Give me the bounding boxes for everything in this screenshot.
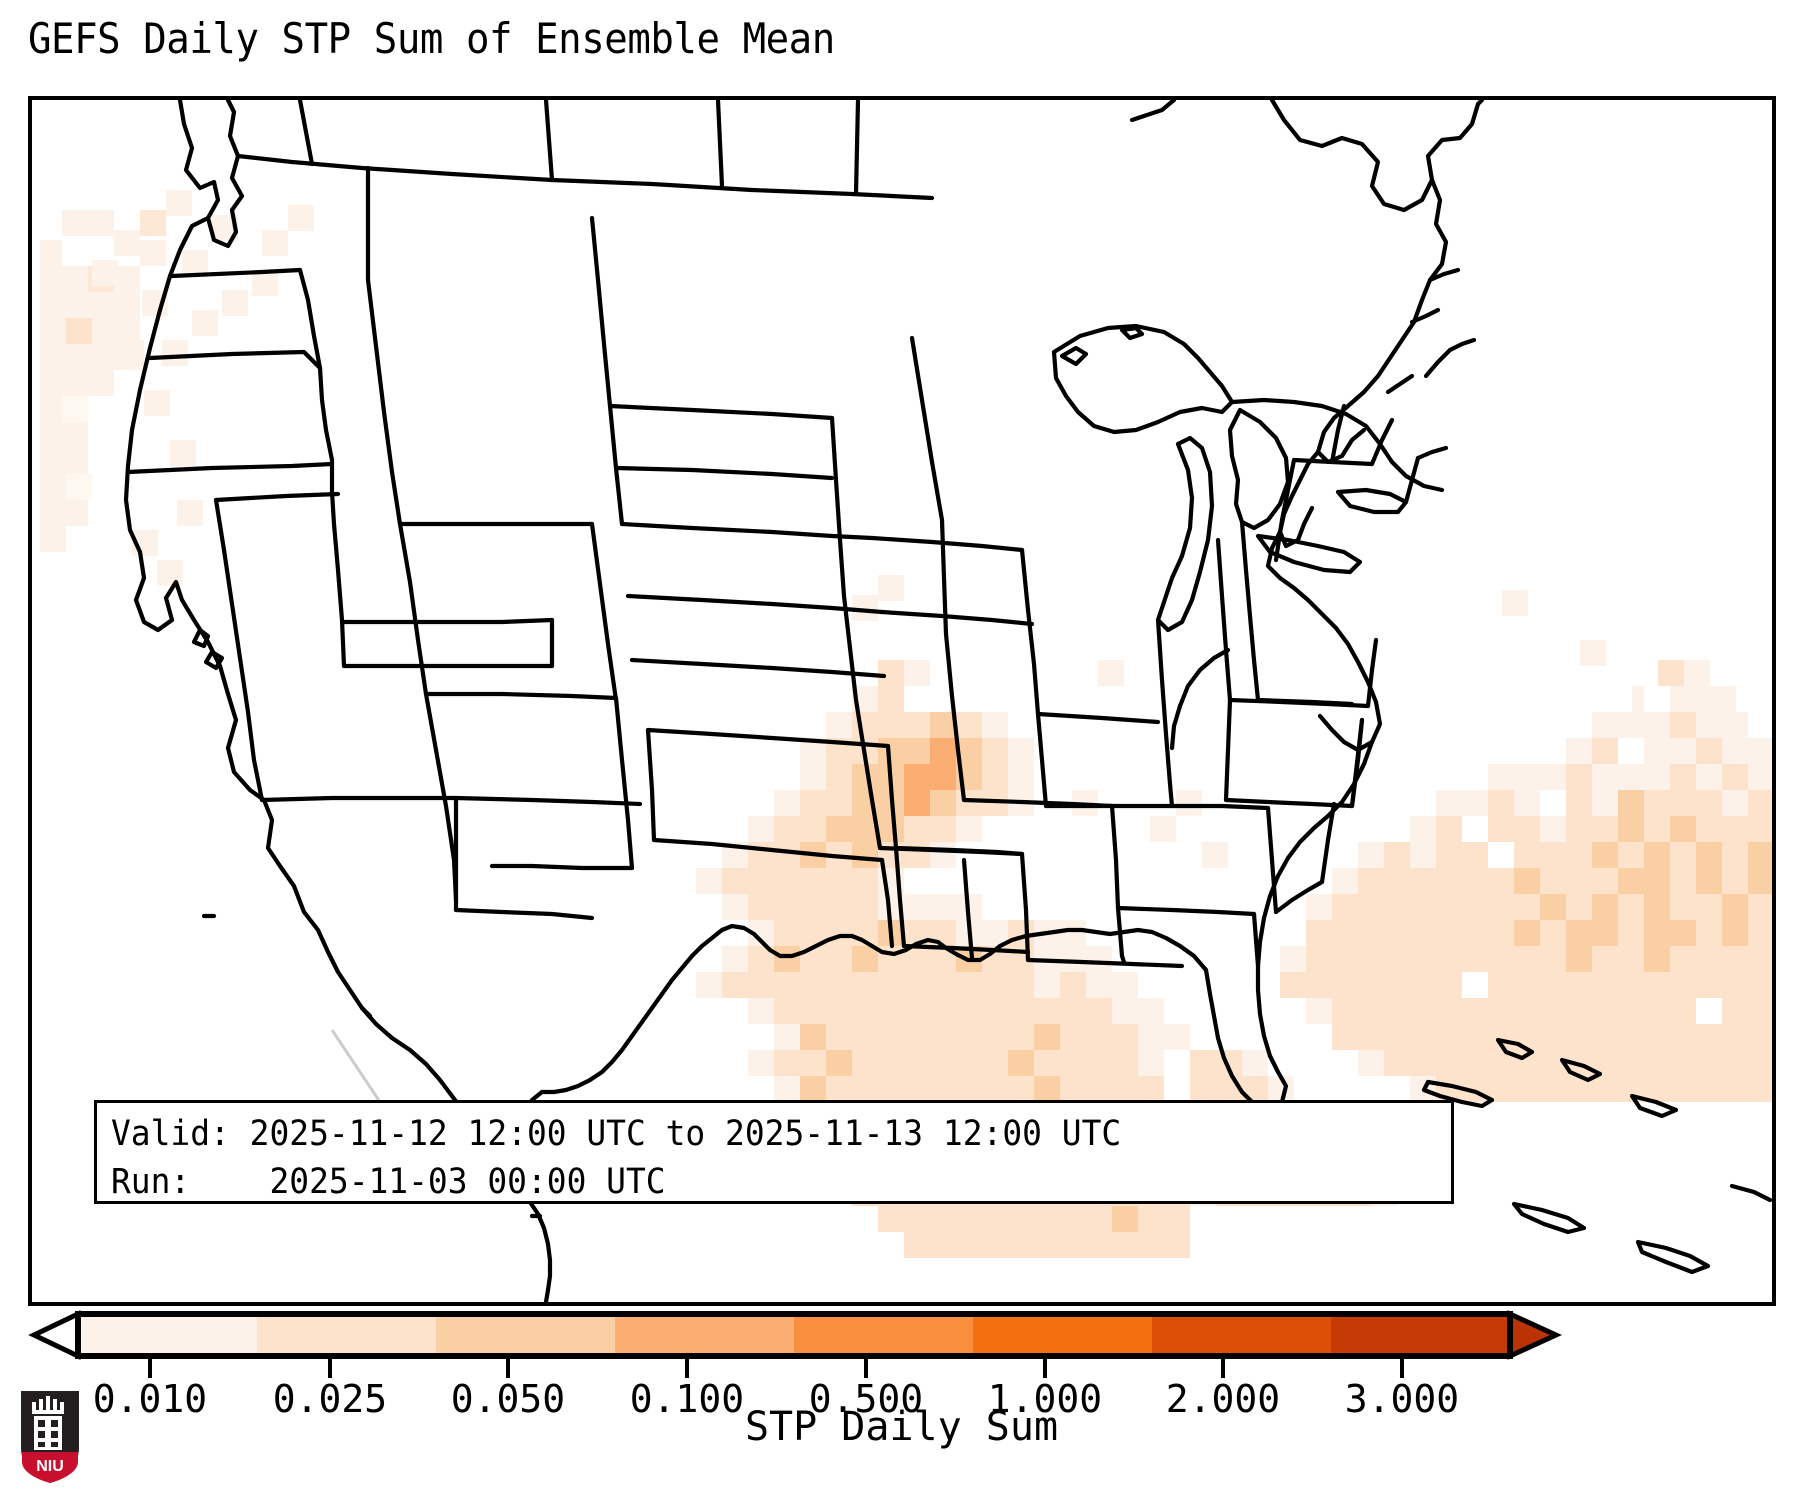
colorbar-bands [78,1314,1510,1356]
colorbar-under-arrow [28,1310,81,1360]
colorbar-tick-label: 0.500 [809,1377,923,1416]
colorbar-region[interactable]: 0.010 0.025 0.050 0.100 0.500 1.000 2.00… [0,1306,1803,1500]
colorbar-over-arrow [1507,1310,1563,1360]
niu-wordmark: NIU [36,1458,64,1475]
valid-run-annotation-box: Valid: 2025-11-12 12:00 UTC to 2025-11-1… [94,1100,1454,1204]
colorbar-tick-label: 1.000 [988,1377,1102,1416]
map-outlines [123,100,1772,1302]
colorbar-tick-label: 0.010 [93,1377,207,1416]
colorbar-tick-label: 0.025 [273,1377,387,1416]
run-time-line: Run: 2025-11-03 00:00 UTC [111,1162,666,1202]
colorbar-tick-label: 0.100 [630,1377,744,1416]
map-panel[interactable]: Valid: 2025-11-12 12:00 UTC to 2025-11-1… [28,96,1776,1306]
castle-windows [38,1420,58,1447]
conus-map[interactable] [32,100,1772,1302]
colorbar-tick-label: 3.000 [1345,1377,1459,1416]
stp-shaded-grid [40,190,1772,1258]
colorbar[interactable]: 0.010 0.025 0.050 0.100 0.500 1.000 2.00… [0,1306,1803,1416]
colorbar-tick-labels: 0.010 0.025 0.050 0.100 0.500 1.000 2.00… [93,1377,1459,1416]
niu-logo: NIU [19,1389,81,1486]
colorbar-tick-label: 2.000 [1166,1377,1280,1416]
colorbar-tick-label: 0.050 [451,1377,565,1416]
niu-red-band [22,1452,78,1483]
colorbar-ticks [148,1356,1404,1378]
colorbar-outline [75,1311,1513,1359]
valid-time-line: Valid: 2025-11-12 12:00 UTC to 2025-11-1… [111,1114,1122,1154]
colorbar-axis-label: STP Daily Sum [744,1404,1059,1450]
page-title: GEFS Daily STP Sum of Ensemble Mean [28,14,835,63]
